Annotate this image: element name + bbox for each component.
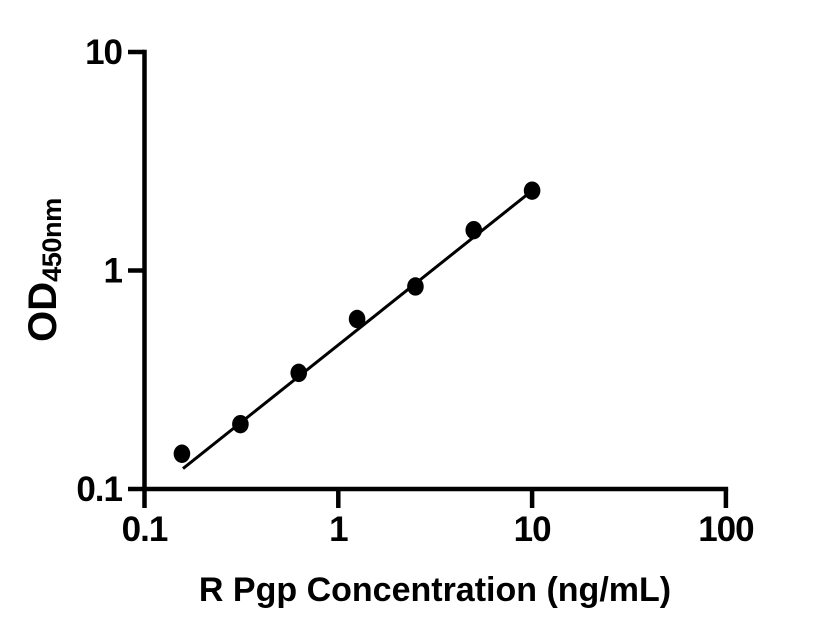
- y-tick-label: 10: [85, 33, 122, 72]
- y-tick-label: 0.1: [76, 470, 122, 509]
- y-tick-label: 1: [104, 252, 123, 291]
- x-tick-label: 0.1: [122, 510, 168, 549]
- y-axis-title-subscript: 450nm: [35, 198, 67, 282]
- x-tick-label: 100: [698, 510, 754, 549]
- axis-frame: [142, 49, 729, 492]
- data-point: [407, 277, 424, 296]
- data-point: [465, 220, 483, 240]
- x-tick-label: 10: [514, 510, 551, 549]
- data-point: [173, 444, 191, 463]
- y-axis-title-main: OD: [20, 281, 65, 342]
- x-axis-title: R Pgp Concentration (ng/mL): [198, 571, 672, 609]
- data-point: [523, 181, 541, 200]
- x-tick-label: 1: [329, 510, 348, 549]
- data-point: [290, 363, 308, 383]
- data-point: [232, 414, 249, 434]
- y-axis-title: OD450nm: [20, 198, 67, 342]
- data-point: [348, 309, 366, 329]
